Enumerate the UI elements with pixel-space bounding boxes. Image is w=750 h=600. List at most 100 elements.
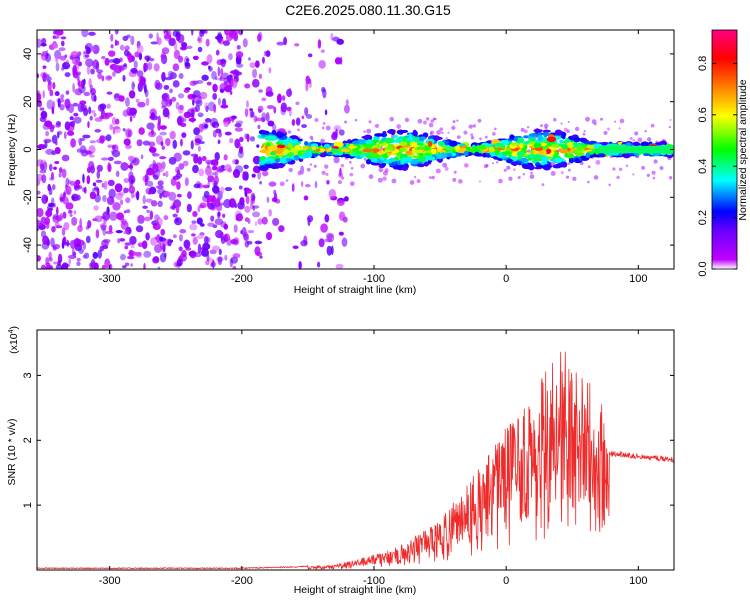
spectrogram-cell (41, 174, 47, 184)
spectrogram-cell (245, 188, 253, 194)
colorbar-tick-label: 0.6 (697, 107, 709, 122)
spectrogram-cell (90, 109, 96, 114)
spectrogram-cell (232, 253, 241, 259)
spectrogram-cell (368, 120, 372, 124)
spectrogram-cell (55, 62, 60, 72)
spectrogram-cell (257, 105, 264, 113)
spectrogram-cell (363, 157, 367, 161)
spectrogram-cell (101, 183, 105, 188)
spectrogram-cell (78, 84, 86, 94)
spectrogram-steady-band (598, 145, 674, 154)
spectrogram-cell (128, 171, 134, 181)
spectrogram-cell (184, 177, 189, 187)
spectrogram-cell (341, 237, 348, 247)
spectrogram-cell (113, 125, 121, 134)
spectrogram-cell (103, 218, 107, 224)
spectrogram-cell (608, 183, 611, 187)
spectrogram-cell (322, 121, 326, 125)
spectrogram-cell (175, 101, 180, 110)
spectrogram-cell (214, 151, 220, 161)
spectrogram-cell (114, 30, 119, 35)
spectrogram-cell (198, 123, 204, 133)
spectrogram-cell (320, 138, 325, 144)
spectrogram-cell (224, 164, 232, 172)
spectrogram-cell (123, 210, 127, 214)
spectrogram-cell (427, 156, 436, 161)
spectrogram-cell (642, 153, 651, 157)
spectrogram-cell (189, 250, 197, 259)
spectrogram-cell (618, 127, 621, 130)
spectrogram-cell (338, 172, 344, 178)
spectrogram-cell (181, 41, 188, 48)
spectrogram-cell (247, 57, 252, 61)
spectrogram-cell (54, 160, 60, 165)
spectrogram-cell (162, 172, 166, 177)
spectrogram-cell (118, 95, 125, 102)
spectrogram-cell (240, 146, 244, 151)
spectrogram-cell (122, 128, 126, 132)
spectrogram-cell (185, 45, 193, 49)
spectrogram-cell (283, 36, 288, 46)
spectrogram-cell (551, 143, 560, 148)
spectrogram-cell (179, 104, 184, 111)
spectrogram-cell (172, 213, 178, 218)
spectrogram-cell (243, 164, 249, 169)
spectrogram-cell (603, 130, 608, 135)
spectrogram-cell (517, 175, 521, 180)
spectrogram-cell (464, 163, 469, 168)
spectrogram-cell (82, 134, 91, 139)
spectrogram-cell (120, 162, 129, 171)
spectrogram-cell (477, 144, 487, 150)
spectrogram-cell (552, 164, 562, 169)
spectrogram-cell (126, 255, 135, 260)
spectrogram-cell (129, 235, 137, 245)
spectrogram-cell (106, 103, 111, 109)
spectrogram-cell (73, 116, 82, 124)
spectrogram-cell (393, 148, 400, 154)
spectrogram-cell (104, 112, 114, 117)
spectrogram-cell (280, 102, 288, 113)
spectrogram-cell (89, 84, 94, 93)
spectrogram-cell (324, 109, 328, 116)
spectrogram-cell (180, 138, 183, 147)
spectrogram-cell (644, 129, 647, 133)
spectrogram-cell (268, 208, 273, 217)
spectrogram-cell (122, 109, 129, 117)
spectrogram-cell (45, 265, 54, 269)
spectrogram-cell (37, 159, 44, 167)
spectrogram-cell (215, 49, 220, 56)
spectrogram-cell (528, 154, 534, 159)
spectrogram-cell (201, 122, 209, 130)
spectrogram-cell (230, 238, 238, 245)
spectrogram-cell (509, 134, 515, 140)
spectrogram-cell (321, 170, 326, 175)
spectrogram-cell (222, 40, 230, 46)
spectrogram-cell (99, 103, 107, 110)
spectrogram-cell (70, 138, 76, 148)
snr-xtick-label: 0 (503, 575, 509, 587)
spectrogram-cell (254, 246, 261, 256)
spectrogram-cell (333, 125, 342, 132)
spectrogram-cell (268, 67, 272, 74)
spectrogram-cell (534, 166, 542, 170)
spectrogram-cell (97, 249, 103, 259)
spectrogram-cell (483, 164, 488, 169)
spectrogram-cell (143, 250, 152, 258)
spectrogram-cell (212, 224, 218, 229)
spectrogram-cell (191, 220, 197, 225)
spectrogram-cell (235, 213, 244, 222)
spectrogram-cell (276, 41, 285, 46)
spectrogram-cell (544, 123, 549, 128)
spectrogram-cell (216, 256, 224, 262)
spectrogram-cell (381, 162, 387, 167)
spectrogram-cell (567, 144, 575, 148)
spectrogram-cell (107, 156, 114, 162)
spectrogram-cell (72, 70, 79, 79)
spectrogram-cell (338, 211, 346, 221)
spectrogram-cell (651, 170, 656, 175)
spectrogram-cell (203, 123, 208, 129)
spectrogram-cell (192, 98, 195, 106)
spectrogram-cell (594, 148, 600, 155)
spectrogram-cell (112, 126, 121, 130)
spectrogram-cell (133, 60, 138, 69)
